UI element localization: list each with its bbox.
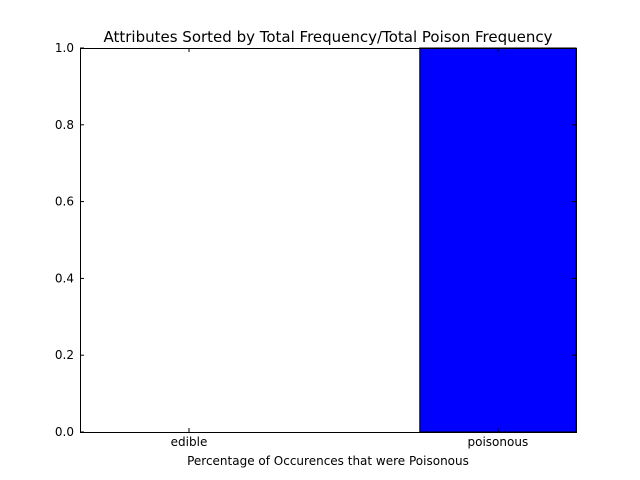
y-tick-label: 0.2 [55, 348, 74, 362]
y-tick-label: 1.0 [55, 41, 74, 55]
x-axis: edible poisonous [171, 48, 529, 449]
x-tick-label-poisonous: poisonous [468, 435, 529, 449]
y-tick-label: 0.0 [55, 425, 74, 439]
x-axis-label: Percentage of Occurences that were Poiso… [187, 454, 469, 468]
chart-title: Attributes Sorted by Total Frequency/Tot… [103, 28, 552, 46]
plot-frame [80, 48, 577, 433]
bars-group [419, 47, 577, 433]
x-tick-label-edible: edible [171, 435, 208, 449]
y-tick-label: 0.4 [55, 271, 74, 285]
y-axis: 0.0 0.2 0.4 0.6 0.8 1.0 [55, 41, 576, 439]
y-tick-label: 0.8 [55, 118, 74, 132]
y-tick-label: 0.6 [55, 195, 74, 209]
bar-poisonous [419, 47, 577, 433]
